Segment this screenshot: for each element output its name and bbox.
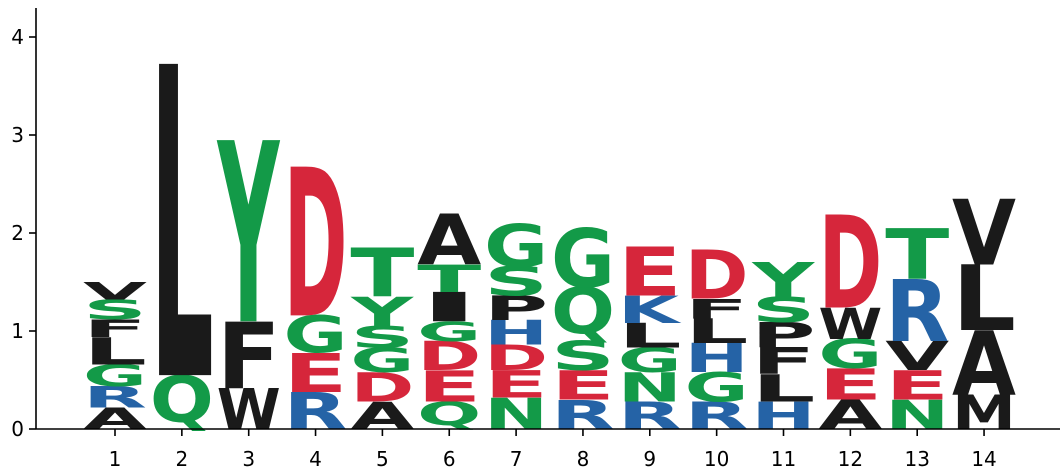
logo-letter-g-pos1: G bbox=[83, 358, 147, 393]
axes bbox=[35, 8, 1060, 430]
logo-letter-p-pos7: P bbox=[484, 289, 548, 328]
logo-letter-a-pos14: A bbox=[952, 313, 1016, 416]
logo-letter-d-pos4: D bbox=[284, 127, 348, 364]
logo-letter-s-pos5: S bbox=[350, 320, 414, 354]
logo-letter-w-pos12: W bbox=[818, 300, 882, 350]
logo-letter-h-pos10: H bbox=[685, 335, 749, 382]
logo-letter-d-pos5: D bbox=[350, 364, 414, 411]
logo-letter-f-pos11: F bbox=[752, 340, 816, 382]
x-tick-label: 2 bbox=[175, 447, 188, 471]
logo-letter-e-pos4: E bbox=[284, 343, 348, 406]
logo-letter-q-pos2: Q bbox=[150, 363, 214, 437]
logo-letter-r-pos13: R bbox=[885, 262, 949, 361]
logo-letter-y-pos11: Y bbox=[751, 254, 815, 309]
x-tick-label: 8 bbox=[577, 447, 590, 471]
logo-letter-v-pos1: V bbox=[83, 277, 147, 305]
logo-letter-q-pos8: Q bbox=[551, 275, 615, 349]
logo-letter-p-pos11: P bbox=[752, 315, 816, 356]
logo-letter-s-pos1: S bbox=[83, 295, 147, 326]
logo-letter-d-pos6: D bbox=[417, 333, 481, 380]
logo-letter-s-pos11: S bbox=[752, 290, 816, 331]
logo-letter-q-pos6: Q bbox=[417, 395, 481, 433]
logo-letter-e-pos7: E bbox=[484, 363, 548, 407]
logo-letter-f-pos3: F bbox=[217, 303, 281, 410]
logo-letter-r-pos1: R bbox=[83, 380, 147, 415]
x-tick-label: 9 bbox=[643, 447, 656, 471]
logo-letter-e-pos12: E bbox=[818, 360, 882, 410]
x-ticks: 1 2 3 4 5 6 7 8 9 10 11 12 13 14 bbox=[109, 429, 997, 471]
y-tick-label: 0 bbox=[11, 417, 24, 441]
logo-letter-f-pos10: F bbox=[685, 294, 749, 325]
logo-letter-t-pos6: T bbox=[417, 257, 481, 301]
x-tick-label: 7 bbox=[510, 447, 523, 471]
logo-letter-l-pos10: L bbox=[685, 312, 749, 351]
y-tick-label: 2 bbox=[11, 221, 24, 245]
logo-letter-l-pos11: L bbox=[752, 367, 816, 411]
logo-letter-t-pos13: T bbox=[885, 214, 949, 296]
logo-letter-e-pos6: E bbox=[417, 362, 481, 412]
y-tick-label: 3 bbox=[11, 123, 24, 147]
logo-letter-t-pos5: T bbox=[350, 235, 414, 313]
logo-letter-d-pos12: D bbox=[818, 189, 882, 338]
x-tick-label: 3 bbox=[242, 447, 255, 471]
logo-letter-g-pos7: G bbox=[484, 213, 548, 281]
logo-letter-l-pos1: L bbox=[83, 330, 147, 374]
x-tick-label: 11 bbox=[771, 447, 796, 471]
x-tick-label: 4 bbox=[309, 447, 322, 471]
logo-letter-e-pos9: E bbox=[618, 234, 682, 312]
logo-letter-v-pos14: V bbox=[952, 182, 1016, 286]
logo-letter-n-pos9: N bbox=[618, 365, 682, 412]
logo-letter-a-pos6: A bbox=[417, 200, 481, 281]
y-ticks: 0 1 2 3 4 bbox=[11, 25, 36, 441]
x-tick-label: 14 bbox=[971, 447, 996, 471]
logo-letter-g-pos10: G bbox=[685, 364, 749, 411]
x-tick-label: 10 bbox=[704, 447, 729, 471]
logo-letter-s-pos7: S bbox=[484, 259, 548, 306]
y-tick-label: 1 bbox=[11, 319, 24, 343]
logo-letter-e-pos13: E bbox=[885, 363, 949, 410]
x-tick-label: 12 bbox=[838, 447, 863, 471]
logo-letter-y-pos3: Y bbox=[217, 91, 281, 380]
logo-letter-l-pos9: L bbox=[618, 317, 682, 356]
logo-letter-g-pos12: G bbox=[818, 331, 882, 378]
logo-letter-d-pos10: D bbox=[685, 237, 749, 315]
logo-letter-h-pos7: H bbox=[484, 313, 548, 352]
logo-letter-d-pos7: D bbox=[484, 338, 548, 379]
x-tick-label: 6 bbox=[443, 447, 456, 471]
x-tick-label: 13 bbox=[904, 447, 929, 471]
logo-letter-y-pos5: Y bbox=[350, 289, 414, 336]
logo-letter-g-pos9: G bbox=[618, 341, 682, 380]
logo-letter-e-pos8: E bbox=[551, 363, 615, 410]
y-tick-label: 4 bbox=[11, 25, 24, 49]
x-tick-label: 5 bbox=[376, 447, 389, 471]
logo-letter-l-pos14: L bbox=[952, 248, 1016, 352]
logo-letter-v-pos13: V bbox=[885, 334, 949, 380]
logo-letter-g-pos8: G bbox=[551, 212, 615, 307]
logo-letter-l-pos2: L bbox=[150, 0, 214, 472]
logo-letter-i-pos6: I bbox=[417, 284, 481, 331]
logo-letter-k-pos9: K bbox=[618, 289, 682, 333]
logo-letter-g-pos6: G bbox=[417, 316, 481, 347]
logo-letter-g-pos4: G bbox=[284, 305, 348, 365]
logo-letter-g-pos5: G bbox=[350, 341, 414, 380]
logo-letter-f-pos1: F bbox=[83, 315, 147, 343]
x-tick-label: 1 bbox=[109, 447, 122, 471]
logo-letter-s-pos8: S bbox=[551, 333, 615, 380]
